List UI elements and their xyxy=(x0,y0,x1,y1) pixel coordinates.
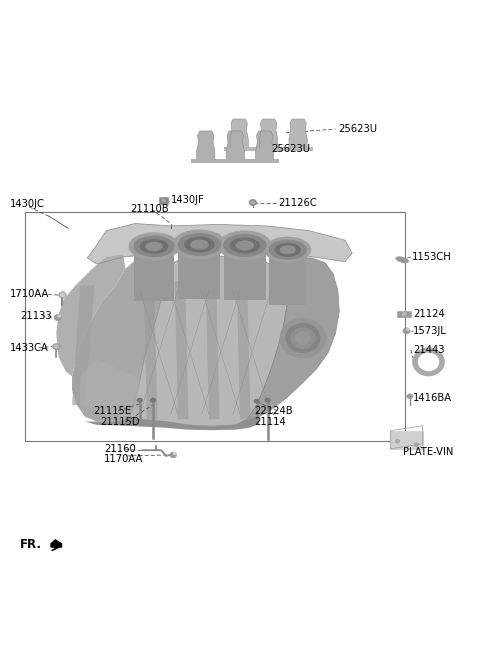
Ellipse shape xyxy=(286,324,320,352)
Polygon shape xyxy=(237,281,251,419)
Ellipse shape xyxy=(407,394,413,399)
Ellipse shape xyxy=(230,238,259,253)
Text: 21114: 21114 xyxy=(254,417,286,427)
Ellipse shape xyxy=(296,332,310,344)
Polygon shape xyxy=(72,286,95,405)
Ellipse shape xyxy=(407,328,409,330)
Ellipse shape xyxy=(251,201,255,204)
Ellipse shape xyxy=(403,328,410,334)
Ellipse shape xyxy=(173,230,226,259)
Polygon shape xyxy=(230,119,248,147)
Text: 21115D: 21115D xyxy=(100,417,140,427)
Text: 1153CH: 1153CH xyxy=(412,252,452,262)
Ellipse shape xyxy=(415,443,419,446)
Ellipse shape xyxy=(224,235,266,256)
Ellipse shape xyxy=(129,233,179,260)
Ellipse shape xyxy=(265,237,311,262)
Text: PLATE-VIN: PLATE-VIN xyxy=(403,447,454,457)
Bar xyxy=(390,430,423,449)
Polygon shape xyxy=(205,281,219,419)
Bar xyxy=(25,212,405,441)
Ellipse shape xyxy=(59,292,66,298)
Ellipse shape xyxy=(134,237,174,256)
Ellipse shape xyxy=(60,294,64,297)
Text: 21126C: 21126C xyxy=(278,198,317,208)
Ellipse shape xyxy=(170,452,177,458)
Ellipse shape xyxy=(218,231,271,260)
Text: 22124B: 22124B xyxy=(254,405,293,416)
Ellipse shape xyxy=(54,345,59,348)
Text: 21133: 21133 xyxy=(21,311,52,321)
Ellipse shape xyxy=(54,315,61,321)
Ellipse shape xyxy=(254,399,259,403)
Text: 21443: 21443 xyxy=(413,345,444,355)
Ellipse shape xyxy=(185,237,214,252)
Polygon shape xyxy=(224,246,266,300)
Text: 21160: 21160 xyxy=(104,444,136,454)
Polygon shape xyxy=(80,359,140,419)
Text: 21124: 21124 xyxy=(413,309,444,319)
Polygon shape xyxy=(197,131,215,159)
Ellipse shape xyxy=(280,319,325,357)
Ellipse shape xyxy=(58,315,60,317)
Text: 1573JL: 1573JL xyxy=(413,326,446,336)
Ellipse shape xyxy=(179,234,220,256)
Polygon shape xyxy=(56,254,125,376)
Ellipse shape xyxy=(191,240,208,249)
Ellipse shape xyxy=(280,246,295,254)
Polygon shape xyxy=(269,250,306,305)
Polygon shape xyxy=(260,119,278,147)
Text: 21110B: 21110B xyxy=(130,204,169,214)
Polygon shape xyxy=(247,258,339,419)
Ellipse shape xyxy=(269,240,306,259)
Text: 25623U: 25623U xyxy=(271,144,310,154)
Polygon shape xyxy=(130,256,287,426)
Polygon shape xyxy=(175,281,189,419)
Ellipse shape xyxy=(162,200,165,202)
Ellipse shape xyxy=(403,313,406,315)
Text: 1170AA: 1170AA xyxy=(104,454,144,464)
Ellipse shape xyxy=(52,344,60,350)
Ellipse shape xyxy=(236,241,253,250)
Ellipse shape xyxy=(249,200,257,206)
Polygon shape xyxy=(87,223,352,264)
Ellipse shape xyxy=(413,348,444,376)
Ellipse shape xyxy=(415,350,443,374)
Ellipse shape xyxy=(137,398,142,401)
Text: 1430JF: 1430JF xyxy=(171,194,204,204)
Ellipse shape xyxy=(396,440,399,443)
Ellipse shape xyxy=(173,453,176,455)
Polygon shape xyxy=(85,417,259,430)
Ellipse shape xyxy=(396,257,409,263)
Ellipse shape xyxy=(291,328,315,348)
Polygon shape xyxy=(289,119,307,147)
Polygon shape xyxy=(51,540,61,547)
Bar xyxy=(159,197,168,204)
Polygon shape xyxy=(179,244,220,300)
Polygon shape xyxy=(191,159,279,163)
Ellipse shape xyxy=(146,242,162,250)
Text: 1710AA: 1710AA xyxy=(10,289,49,299)
Ellipse shape xyxy=(141,240,168,253)
Polygon shape xyxy=(134,246,174,302)
Polygon shape xyxy=(72,252,168,422)
Ellipse shape xyxy=(275,244,300,256)
Text: 1416BA: 1416BA xyxy=(413,393,452,403)
Ellipse shape xyxy=(419,353,439,371)
Text: 21115E: 21115E xyxy=(93,405,131,416)
Polygon shape xyxy=(226,131,244,159)
Ellipse shape xyxy=(151,398,156,401)
Text: 1430JC: 1430JC xyxy=(10,200,45,210)
Polygon shape xyxy=(225,147,313,151)
Text: FR.: FR. xyxy=(20,538,42,551)
Text: 1433CA: 1433CA xyxy=(10,342,49,353)
Ellipse shape xyxy=(265,398,270,401)
Polygon shape xyxy=(144,281,157,419)
Text: 25623U: 25623U xyxy=(338,124,377,134)
Polygon shape xyxy=(256,131,274,159)
Bar xyxy=(397,311,411,317)
